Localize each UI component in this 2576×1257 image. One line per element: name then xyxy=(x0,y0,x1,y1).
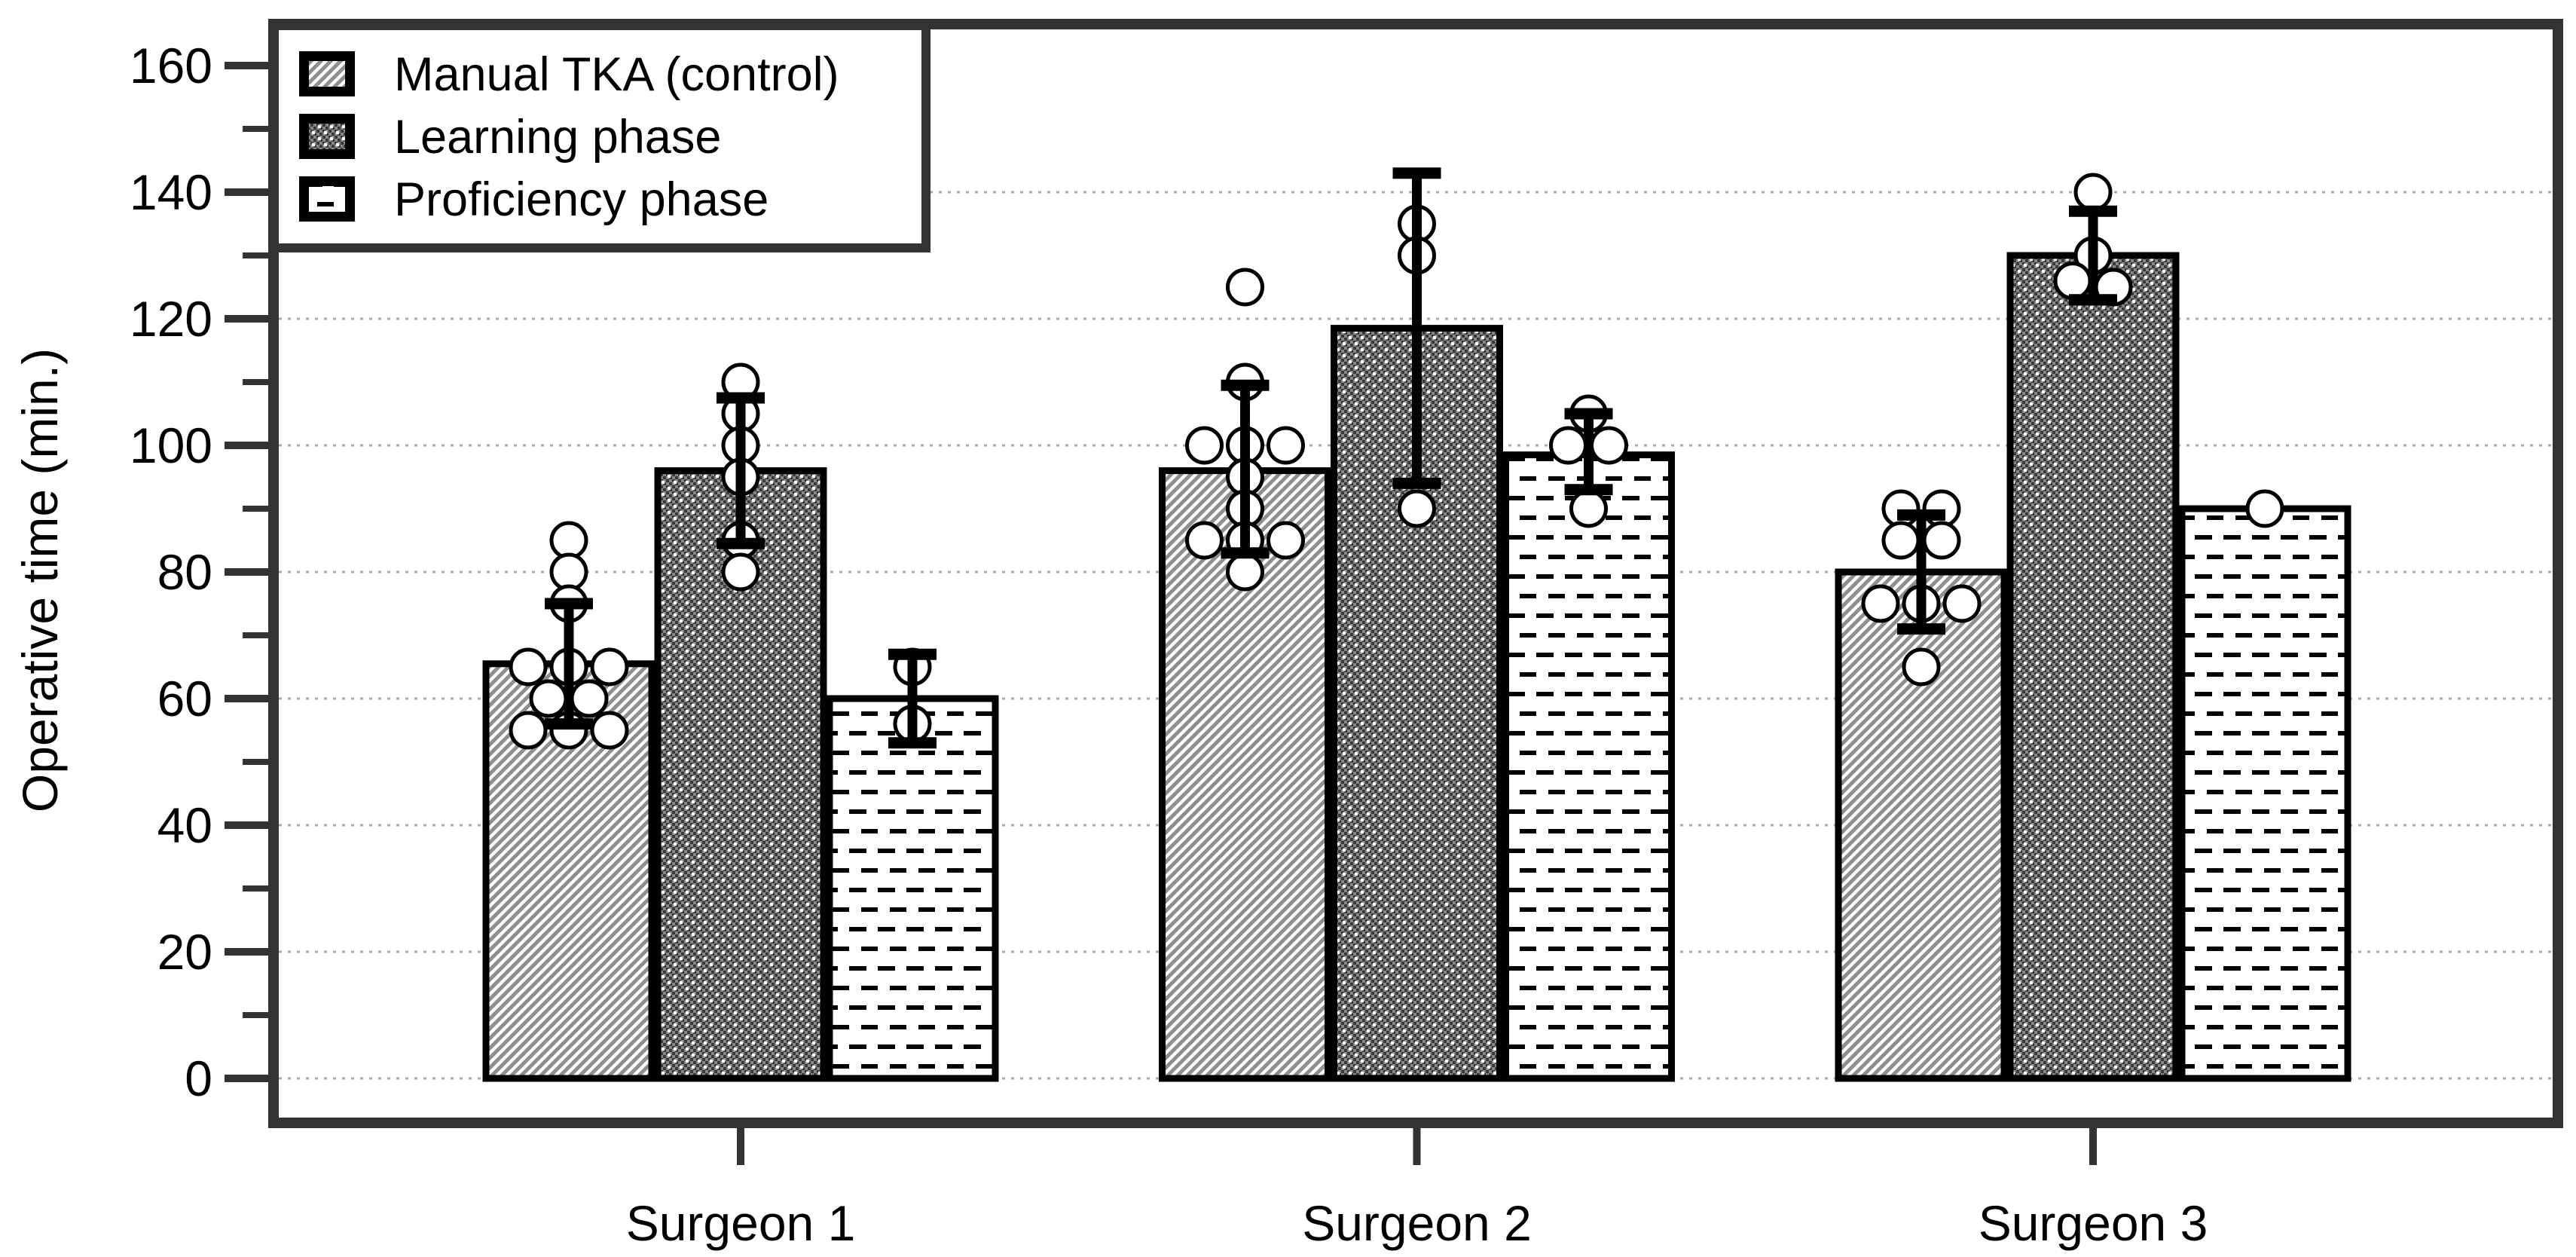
x-axis-label-surgeon-3: Surgeon 3 xyxy=(1979,1195,2208,1251)
legend-swatch-proficiency-phase-icon xyxy=(309,186,345,212)
data-point-surgeon-2-manual-tka-control xyxy=(1267,426,1305,465)
data-point-surgeon-1-manual-tka-control xyxy=(529,679,568,718)
error-bars xyxy=(545,167,2117,749)
legend-label-proficiency-phase: Proficiency phase xyxy=(394,173,769,226)
data-point-surgeon-2-proficiency-phase xyxy=(1590,426,1628,465)
y-tick-label-80: 80 xyxy=(157,544,212,600)
data-point-surgeon-1-manual-tka-control xyxy=(590,711,629,750)
legend-swatch-learning-phase-icon xyxy=(309,124,345,149)
data-point-surgeon-3-manual-tka-control xyxy=(1942,584,1982,623)
y-tick-label-160: 160 xyxy=(130,38,212,93)
x-axis-label-surgeon-2: Surgeon 2 xyxy=(1302,1195,1532,1251)
legend-box xyxy=(270,21,930,252)
data-point-surgeon-3-manual-tka-control xyxy=(1902,647,1941,687)
data-point-surgeon-1-manual-tka-control xyxy=(509,647,548,687)
y-tick-label-100: 100 xyxy=(130,417,212,473)
data-point-surgeon-1-manual-tka-control xyxy=(590,647,629,687)
bar-surgeon-1-proficiency-phase xyxy=(826,695,999,1082)
data-point-surgeon-3-manual-tka-control xyxy=(1881,521,1921,560)
data-point-surgeon-1-manual-tka-control xyxy=(549,521,588,560)
bar-surgeon-2-proficiency-phase xyxy=(1502,451,1675,1082)
data-point-surgeon-2-manual-tka-control xyxy=(1226,268,1264,307)
data-point-surgeon-1-manual-tka-control xyxy=(570,679,609,718)
data-point-surgeon-1-learning-phase xyxy=(721,552,760,592)
data-point-surgeon-3-manual-tka-control xyxy=(1922,521,1961,560)
y-tick-label-20: 20 xyxy=(157,924,212,980)
legend: Manual TKA (control) Learning phase Profic… xyxy=(270,21,930,252)
data-point-surgeon-1-manual-tka-control xyxy=(509,711,548,750)
data-point-surgeon-1-manual-tka-control xyxy=(549,552,588,592)
data-point-surgeon-3-manual-tka-control xyxy=(1881,489,1921,528)
y-tick-label-140: 140 xyxy=(130,164,212,220)
data-point-surgeon-2-manual-tka-control xyxy=(1267,521,1305,560)
data-point-surgeon-3-manual-tka-control xyxy=(1922,489,1961,528)
data-point-surgeon-2-manual-tka-control xyxy=(1185,521,1224,560)
data-point-surgeon-3-learning-phase xyxy=(2073,173,2113,212)
data-point-surgeon-3-manual-tka-control xyxy=(1861,584,1900,623)
y-axis-title: Operative time (min.) xyxy=(12,348,68,812)
data-point-surgeon-3-proficiency-phase xyxy=(2245,489,2284,528)
legend-label-manual-tka-control: Manual TKA (control) xyxy=(394,48,839,101)
y-tick-label-0: 0 xyxy=(185,1051,212,1106)
data-point-surgeon-2-proficiency-phase xyxy=(1549,426,1587,465)
data-point-surgeon-2-manual-tka-control xyxy=(1185,426,1224,465)
x-axis-label-surgeon-1: Surgeon 1 xyxy=(626,1195,856,1251)
y-tick-label-40: 40 xyxy=(157,797,212,853)
y-tick-label-120: 120 xyxy=(130,291,212,347)
legend-label-learning-phase: Learning phase xyxy=(394,111,721,164)
data-point-surgeon-2-proficiency-phase xyxy=(1569,489,1608,528)
bar-surgeon-3-learning-phase xyxy=(2006,252,2180,1082)
y-axis: 0 20 40 60 80 100 120 140 160 xyxy=(130,38,279,1106)
data-point-surgeon-2-learning-phase xyxy=(1398,489,1436,528)
data-point-surgeon-2-manual-tka-control xyxy=(1226,552,1264,592)
legend-swatch-manual-tka-control-icon xyxy=(309,61,345,87)
x-axis: Surgeon 1 Surgeon 2 Surgeon 3 xyxy=(626,1128,2208,1251)
y-tick-label-60: 60 xyxy=(157,671,212,726)
bar-surgeon-3-proficiency-phase xyxy=(2178,505,2351,1082)
data-point-surgeon-3-learning-phase xyxy=(2053,261,2092,301)
